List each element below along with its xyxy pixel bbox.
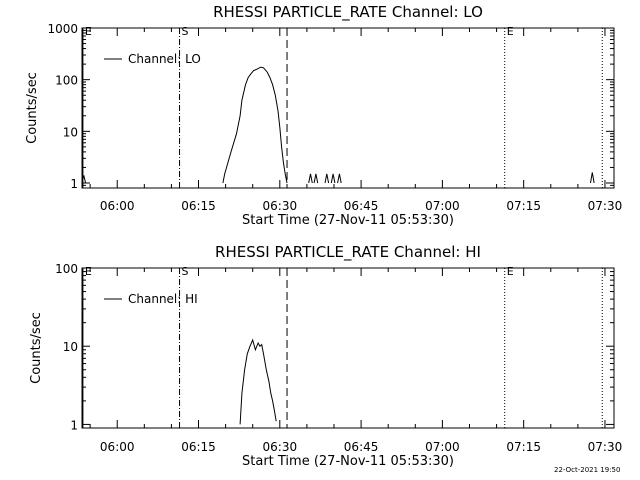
panel-1-legend-label: Channel: LO [128, 52, 201, 66]
panel-1-x-tick-label: 06:15 [181, 199, 216, 213]
panel-1-marker-label-2: S [182, 25, 189, 38]
panel-2-x-axis-label: Start Time (27-Nov-11 05:53:30) [242, 454, 454, 469]
panel-1-series-1-segment-3 [308, 173, 313, 184]
generation-timestamp: 22-Oct-2021 19:50 [554, 466, 621, 474]
panel-1-y-tick-label: 10 [63, 125, 78, 139]
panel-2-x-tick-label: 07:00 [425, 440, 460, 454]
panel-1-series-1-segment-1 [81, 175, 87, 184]
panel-1-series-1-segment-6 [330, 173, 336, 184]
panel-2-x-tick-label: 06:00 [100, 440, 135, 454]
panel-2-marker-label-4: E [507, 265, 514, 278]
panel-2-marker-label-2: S [182, 265, 189, 278]
panel-2-y-tick-label: 1 [70, 418, 78, 432]
panel-1-title: RHESSI PARTICLE_RATE Channel: LO [213, 3, 483, 22]
panel-2-series-1-segment-1 [239, 338, 277, 425]
panel-2-legend-label: Channel: HI [128, 292, 198, 306]
panel-2-plot-frame [81, 267, 615, 429]
panel-1-x-tick-label: 06:30 [263, 199, 298, 213]
panel-2-x-tick-label: 07:30 [588, 440, 623, 454]
panel-2-y-tick-label: 10 [63, 340, 78, 354]
panel-2-x-tick-label: 06:30 [263, 440, 298, 454]
panel-1-x-tick-label: 06:45 [344, 199, 379, 213]
panel-1-y-tick-label: 100 [55, 74, 78, 88]
panel-1-marker-label-1: E [85, 25, 92, 38]
panel-1-y-tick-label: 1 [70, 177, 78, 191]
panel-1-y-axis-label: Counts/sec [25, 72, 40, 144]
panel-1-x-tick-label: 06:00 [100, 199, 135, 213]
panel-2-y-axis-label: Counts/sec [29, 312, 44, 384]
panel-1-series-1-segment-5 [324, 173, 330, 184]
panel-1-x-axis-label: Start Time (27-Nov-11 05:53:30) [242, 213, 454, 228]
panel-2-title: RHESSI PARTICLE_RATE Channel: HI [215, 243, 481, 262]
panel-1-series-1-segment-4 [313, 173, 319, 184]
panel-1-plot-frame [81, 27, 615, 189]
panel-1-series-1-segment-8 [590, 172, 595, 184]
panel-1-x-tick-label: 07:30 [588, 199, 623, 213]
panel-1-x-tick-label: 07:15 [506, 199, 541, 213]
panel-2-x-tick-label: 07:15 [506, 440, 541, 454]
panel-2-x-tick-label: 06:15 [181, 440, 216, 454]
panel-1-y-tick-label: 1000 [47, 22, 78, 36]
panel-2-x-tick-label: 06:45 [344, 440, 379, 454]
panel-1-x-tick-label: 07:00 [425, 199, 460, 213]
panel-1-marker-label-4: E [507, 25, 514, 38]
panel-2-y-tick-label: 100 [55, 262, 78, 276]
panel-1-series-1-segment-2 [222, 66, 288, 184]
panel-1-series-1-segment-7 [337, 173, 342, 184]
panel-2-marker-label-1: E [85, 265, 92, 278]
